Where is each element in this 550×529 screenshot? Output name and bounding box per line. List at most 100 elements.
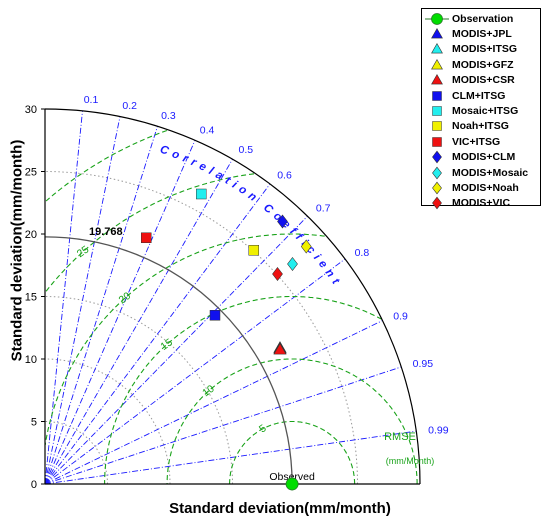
correlation-line <box>44 320 383 485</box>
legend-label: VIC+ITSG <box>452 135 501 148</box>
circle-marker-icon <box>425 12 449 25</box>
legend-label: MODIS+GFZ <box>452 58 514 71</box>
legend-label: MODIS+VIC <box>452 197 511 210</box>
point-modis-clm <box>277 214 288 229</box>
legend-item-vic-itsg: VIC+ITSG <box>422 134 540 149</box>
square-marker-icon <box>432 106 442 116</box>
correlation-line <box>44 258 346 485</box>
legend-item-mosaic-itsg: Mosaic+ITSG <box>422 103 540 118</box>
legend-label: MODIS+Mosaic <box>452 166 529 179</box>
correlation-line <box>44 430 417 485</box>
legend-marker <box>431 12 443 25</box>
legend-item-modis-clm: MODIS+CLM <box>422 150 540 165</box>
legend-label: MODIS+CSR <box>452 74 515 87</box>
correlation-tick-label: 0.1 <box>84 94 99 106</box>
rmse-contour <box>166 358 418 484</box>
legend-marker <box>431 28 443 39</box>
y-tick-label: 20 <box>25 229 37 241</box>
square-marker-icon <box>432 137 442 147</box>
correlation-tick-label: 0.2 <box>122 100 137 112</box>
legend-item-modis-gfz: MODIS+GFZ <box>422 57 540 72</box>
point-modis-mosaic <box>287 257 298 271</box>
legend-item-clm-itsg: CLM+ITSG <box>422 88 540 103</box>
legend-marker <box>432 181 442 195</box>
rmse-title: RMSE <box>384 431 416 443</box>
legend-item-modis-noah: MODIS+Noah <box>422 180 540 195</box>
legend-marker <box>432 106 442 116</box>
std-arc <box>44 171 358 485</box>
legend-item-modis-jpl: MODIS+JPL <box>422 26 540 41</box>
point-vic-itsg <box>141 232 152 243</box>
rmse-contour <box>104 295 382 484</box>
correlation-axis-title-text: Correlation Coefficient <box>158 144 339 291</box>
correlation-line <box>44 126 158 485</box>
grid-layer <box>44 110 418 485</box>
point-modis-vic <box>272 267 283 281</box>
y-tick-label: 5 <box>31 417 37 429</box>
point-modis-noah <box>300 239 312 254</box>
legend-item-modis-itsg: MODIS+ITSG <box>422 42 540 57</box>
correlation-line <box>44 366 402 485</box>
rmse-contour-label: 25 <box>75 243 92 260</box>
legend: Observation MODIS+JPL MODIS+ITSG MODIS+GFZ M… <box>421 8 541 210</box>
correlation-line <box>44 140 196 485</box>
legend-label: MODIS+CLM <box>452 151 516 164</box>
point-clm-itsg <box>209 310 221 321</box>
reference-std-label: 19.768 <box>89 226 123 238</box>
legend-label: MODIS+ITSG <box>452 43 518 56</box>
diamond-marker-icon <box>432 181 442 195</box>
triangle-marker-icon <box>431 74 443 85</box>
point-observation <box>285 477 299 491</box>
x-axis-title: Standard deviation(mm/month) <box>169 500 391 517</box>
rmse-contour-label: 15 <box>158 336 175 353</box>
legend-label: CLM+ITSG <box>452 89 506 102</box>
rmse-contour-label: 5 <box>257 422 269 435</box>
correlation-tick-label: 0.7 <box>316 203 331 215</box>
legend-label: Mosaic+ITSG <box>452 105 519 118</box>
legend-label: Observation <box>452 12 514 25</box>
correlation-tick-label: 0.99 <box>428 424 449 436</box>
point-noah-itsg <box>248 245 259 256</box>
correlation-line <box>44 159 233 485</box>
point-modis-csr <box>273 343 287 355</box>
correlation-line <box>44 110 83 485</box>
correlation-tick-label: 0.3 <box>161 110 176 122</box>
legend-marker <box>432 137 442 147</box>
rmse-contour <box>45 129 168 202</box>
legend-item-noah-itsg: Noah+ITSG <box>422 119 540 134</box>
y-tick-label: 15 <box>25 292 37 304</box>
label-layer: 0 5 10 15 20 25 30 0.1 0.2 0.3 0.4 0.5 0.6 0.7 0.8 0.9 0… <box>25 94 449 491</box>
rmse-contour <box>44 233 325 445</box>
legend-marker <box>431 43 443 54</box>
y-tick-label: 30 <box>25 104 37 116</box>
correlation-axis-title: Correlation Coefficient <box>158 144 344 291</box>
rmse-contour <box>229 420 356 484</box>
point-mosaic-itsg <box>196 188 207 200</box>
reference-std-arc <box>44 236 293 485</box>
triangle-marker-icon <box>431 28 443 39</box>
legend-label: MODIS+Noah <box>452 181 519 194</box>
y-tick-label: 0 <box>31 479 37 491</box>
square-marker-icon <box>432 90 442 101</box>
diamond-marker-icon <box>432 166 442 179</box>
legend-marker <box>431 58 443 70</box>
correlation-tick-label: 0.6 <box>277 169 292 181</box>
diamond-marker-icon <box>432 150 442 164</box>
point-layer <box>141 188 312 491</box>
std-arc <box>44 421 108 485</box>
std-arc <box>44 296 233 485</box>
y-axis-title: Standard deviation(mm/month) <box>8 139 26 362</box>
correlation-line <box>44 183 271 485</box>
correlation-tick-label: 0.95 <box>413 358 434 370</box>
y-tick-label: 25 <box>25 167 37 179</box>
correlation-tick-label: 0.5 <box>239 144 254 156</box>
legend-marker <box>432 166 442 179</box>
triangle-marker-icon <box>431 58 443 70</box>
correlation-tick-label: 0.9 <box>393 310 408 322</box>
rmse-contour <box>45 173 255 292</box>
axis-layer <box>41 108 421 485</box>
diamond-marker-icon <box>432 197 442 210</box>
correlation-line <box>44 215 308 485</box>
legend-marker <box>432 90 442 101</box>
